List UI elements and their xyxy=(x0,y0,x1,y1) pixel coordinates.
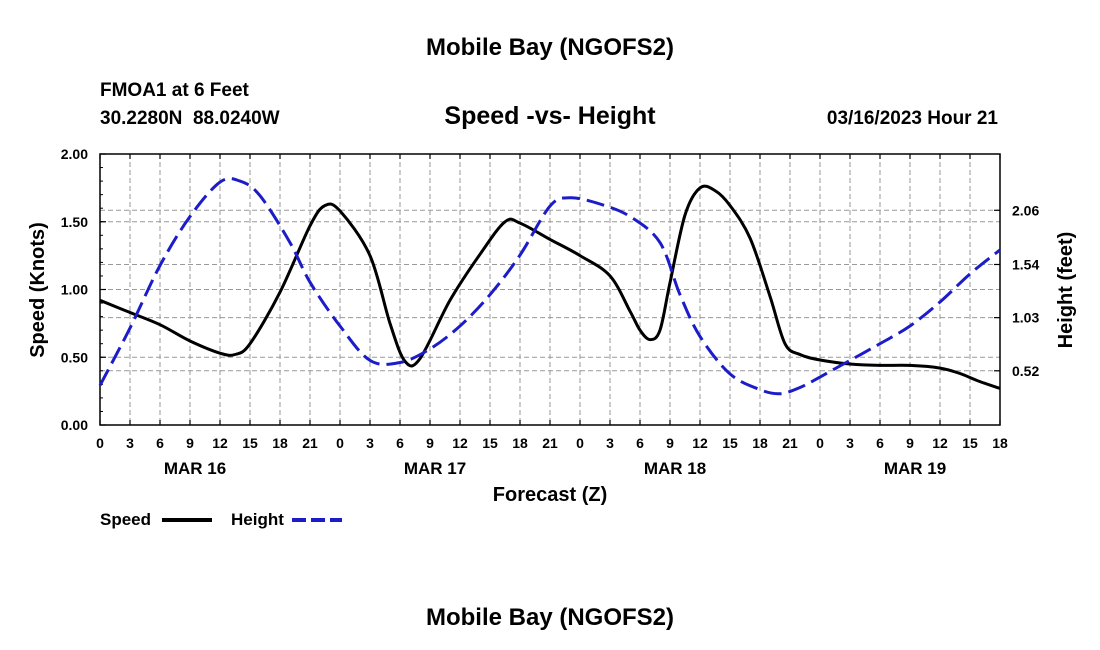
bottom-title: Mobile Bay (NGOFS2) xyxy=(426,604,674,631)
grid xyxy=(100,154,1000,425)
y2-tick-label: 0.52 xyxy=(1012,363,1039,379)
series-line-height xyxy=(98,177,1001,396)
y2-axis-label: Height (feet) xyxy=(1055,232,1077,349)
series-line-speed xyxy=(99,184,1001,390)
x-tick-label: 18 xyxy=(752,435,768,451)
y2-tick-label: 1.03 xyxy=(1012,310,1039,326)
x-tick-label: 18 xyxy=(992,435,1008,451)
x-tick-label: 6 xyxy=(876,435,884,451)
x-day-label: MAR 19 xyxy=(884,459,946,478)
forecast-timestamp: 03/16/2023 Hour 21 xyxy=(827,108,999,129)
x-tick-label: 12 xyxy=(212,435,228,451)
x-tick-label: 18 xyxy=(512,435,528,451)
x-tick-label: 6 xyxy=(396,435,404,451)
x-tick-label: 6 xyxy=(636,435,644,451)
x-tick-label: 0 xyxy=(816,435,824,451)
x-tick-label: 21 xyxy=(542,435,558,451)
x-tick-label: 3 xyxy=(846,435,854,451)
legend-height-label: Height xyxy=(231,510,284,529)
x-tick-label: 0 xyxy=(96,435,104,451)
y-tick-label: 1.00 xyxy=(61,282,88,298)
x-axis-label: Forecast (Z) xyxy=(493,484,607,506)
y-tick-label: 1.50 xyxy=(61,214,88,230)
x-tick-label: 21 xyxy=(302,435,318,451)
x-tick-label: 0 xyxy=(336,435,344,451)
x-tick-label: 9 xyxy=(906,435,914,451)
chart-main-title: Mobile Bay (NGOFS2) xyxy=(426,34,674,61)
x-tick-label: 9 xyxy=(186,435,194,451)
x-tick-label: 12 xyxy=(692,435,708,451)
x-tick-label: 21 xyxy=(782,435,798,451)
x-tick-label: 12 xyxy=(452,435,468,451)
x-tick-label: 15 xyxy=(482,435,498,451)
x-tick-label: 9 xyxy=(666,435,674,451)
x-tick-label: 9 xyxy=(426,435,434,451)
x-day-label: MAR 16 xyxy=(164,459,226,478)
x-tick-label: 3 xyxy=(606,435,614,451)
x-tick-label: 6 xyxy=(156,435,164,451)
x-tick-label: 18 xyxy=(272,435,288,451)
y2-tick-label: 2.06 xyxy=(1012,202,1039,218)
y-axis-label: Speed (Knots) xyxy=(27,222,49,358)
x-day-label: MAR 17 xyxy=(404,459,466,478)
x-tick-label: 15 xyxy=(962,435,978,451)
y-tick-label: 2.00 xyxy=(61,146,88,162)
y-tick-label: 0.00 xyxy=(61,417,88,433)
x-tick-label: 0 xyxy=(576,435,584,451)
x-tick-label: 3 xyxy=(366,435,374,451)
x-tick-label: 15 xyxy=(242,435,258,451)
x-tick-label: 15 xyxy=(722,435,738,451)
series-layer xyxy=(98,177,1001,396)
x-tick-label: 3 xyxy=(126,435,134,451)
x-tick-label: 12 xyxy=(932,435,948,451)
station-coordinates: 30.2280N 88.0240W xyxy=(100,108,280,129)
chart-subtitle: Speed -vs- Height xyxy=(444,102,656,130)
legend-speed-label: Speed xyxy=(100,510,151,529)
x-day-label: MAR 18 xyxy=(644,459,706,478)
axis-ticks: 0 3 6 9 12 15 18 21 0 3 6 9 12 15 18 21 0 3 6 9 12 15 18 21 0 3 6 9… xyxy=(61,146,1040,478)
y-tick-label: 0.50 xyxy=(61,349,88,365)
station-label: FMOA1 at 6 Feet xyxy=(100,80,250,101)
y2-tick-label: 1.54 xyxy=(1012,256,1039,272)
